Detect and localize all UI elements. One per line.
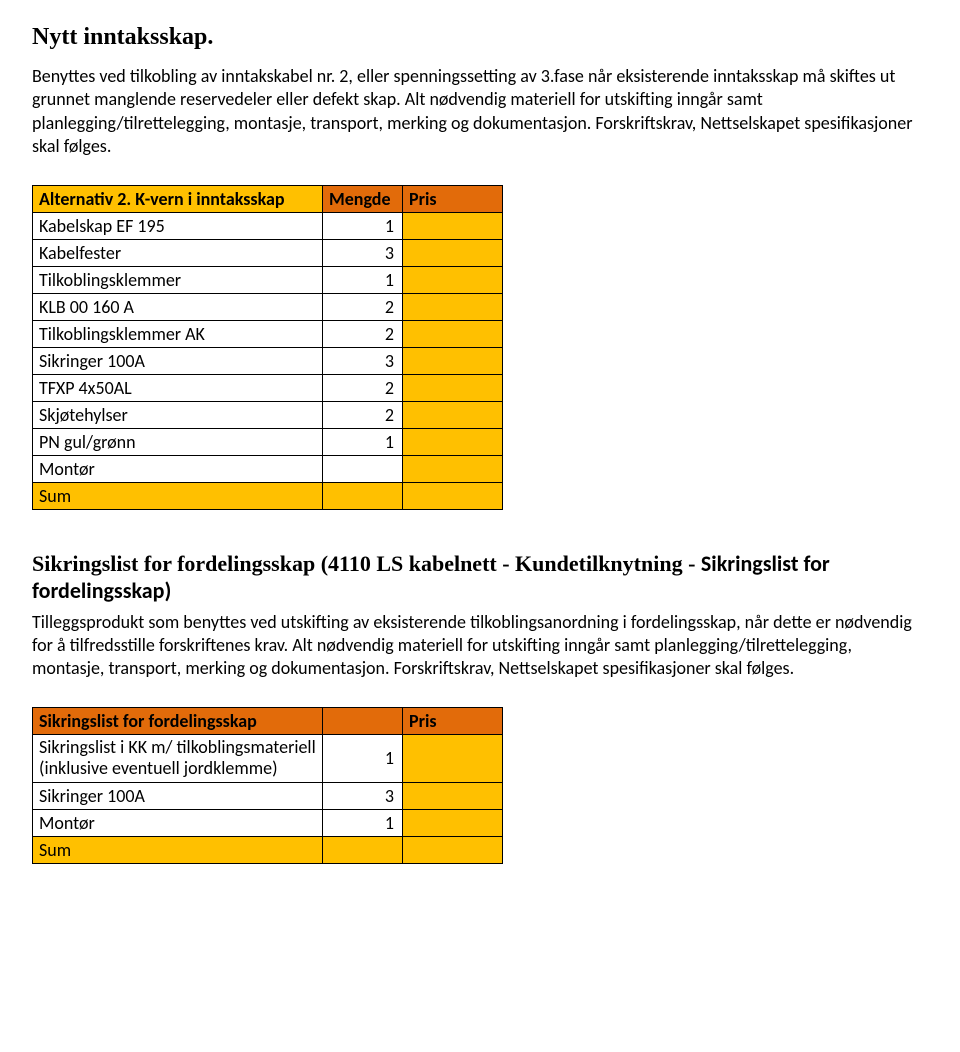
row-qty: 2 — [323, 374, 403, 401]
row-price — [403, 401, 503, 428]
section1-title: Nytt inntaksskap. — [32, 24, 928, 51]
table-row: Montør1 — [33, 809, 503, 836]
table-sikringslist: Sikringslist for fordelingsskap Pris Sikri… — [32, 707, 503, 864]
row-qty: 2 — [323, 401, 403, 428]
row-label: Tilkoblingsklemmer — [33, 266, 323, 293]
row-label: Montør — [33, 809, 323, 836]
table-row: Sikringer 100A3 — [33, 782, 503, 809]
row-price — [403, 374, 503, 401]
row-price — [403, 809, 503, 836]
table-header-cell — [323, 707, 403, 734]
table-alternativ2: Alternativ 2. K-vern i inntaksskapMengde… — [32, 185, 503, 510]
table-sum-row: Sum — [33, 836, 503, 863]
table-row: PN gul/grønn1 — [33, 428, 503, 455]
row-price — [403, 455, 503, 482]
row-price — [403, 239, 503, 266]
table-row: KLB 00 160 A2 — [33, 293, 503, 320]
table-header-cell: Sikringslist for fordelingsskap — [33, 707, 323, 734]
section2-title-serif: Sikringslist for fordelingsskap (4110 LS… — [32, 551, 701, 576]
sum-price — [403, 836, 503, 863]
row-qty: 3 — [323, 782, 403, 809]
row-label: Kabelfester — [33, 239, 323, 266]
table-header-cell: Alternativ 2. K-vern i inntaksskap — [33, 185, 323, 212]
row-qty: 3 — [323, 347, 403, 374]
sum-qty — [323, 836, 403, 863]
row-label: Sikringslist i KK m/ tilkoblingsmateriel… — [33, 734, 323, 782]
section2-paragraph: Tilleggsprodukt som benyttes ved utskift… — [32, 611, 928, 681]
table-row: Montør — [33, 455, 503, 482]
table-row: TFXP 4x50AL2 — [33, 374, 503, 401]
table-header-cell: Mengde — [323, 185, 403, 212]
row-qty: 1 — [323, 428, 403, 455]
table-row: Sikringer 100A3 — [33, 347, 503, 374]
row-label: Skjøtehylser — [33, 401, 323, 428]
table-row: Kabelfester3 — [33, 239, 503, 266]
row-label: PN gul/grønn — [33, 428, 323, 455]
row-label: TFXP 4x50AL — [33, 374, 323, 401]
row-qty: 1 — [323, 212, 403, 239]
row-label: Sikringer 100A — [33, 782, 323, 809]
table-header-cell: Pris — [403, 185, 503, 212]
row-qty: 1 — [323, 266, 403, 293]
row-label: KLB 00 160 A — [33, 293, 323, 320]
table-header-cell: Pris — [403, 707, 503, 734]
table-row: Kabelskap EF 1951 — [33, 212, 503, 239]
row-qty: 3 — [323, 239, 403, 266]
row-price — [403, 293, 503, 320]
row-price — [403, 266, 503, 293]
row-qty: 2 — [323, 293, 403, 320]
row-qty: 1 — [323, 809, 403, 836]
table-row: Tilkoblingsklemmer AK2 — [33, 320, 503, 347]
table-row: Tilkoblingsklemmer1 — [33, 266, 503, 293]
sum-qty — [323, 482, 403, 509]
sum-price — [403, 482, 503, 509]
row-label: Sikringer 100A — [33, 347, 323, 374]
row-price — [403, 320, 503, 347]
section2-title: Sikringslist for fordelingsskap (4110 LS… — [32, 550, 928, 605]
table-row: Skjøtehylser2 — [33, 401, 503, 428]
table-row: Sikringslist i KK m/ tilkoblingsmateriel… — [33, 734, 503, 782]
sum-label: Sum — [33, 482, 323, 509]
row-price — [403, 734, 503, 782]
row-label: Tilkoblingsklemmer AK — [33, 320, 323, 347]
sum-label: Sum — [33, 836, 323, 863]
table-sum-row: Sum — [33, 482, 503, 509]
row-price — [403, 428, 503, 455]
row-qty: 2 — [323, 320, 403, 347]
row-qty: 1 — [323, 734, 403, 782]
row-price — [403, 212, 503, 239]
row-label: Montør — [33, 455, 323, 482]
section1-paragraph: Benyttes ved tilkobling av inntakskabel … — [32, 65, 928, 159]
row-label: Kabelskap EF 195 — [33, 212, 323, 239]
row-price — [403, 782, 503, 809]
row-price — [403, 347, 503, 374]
row-qty — [323, 455, 403, 482]
